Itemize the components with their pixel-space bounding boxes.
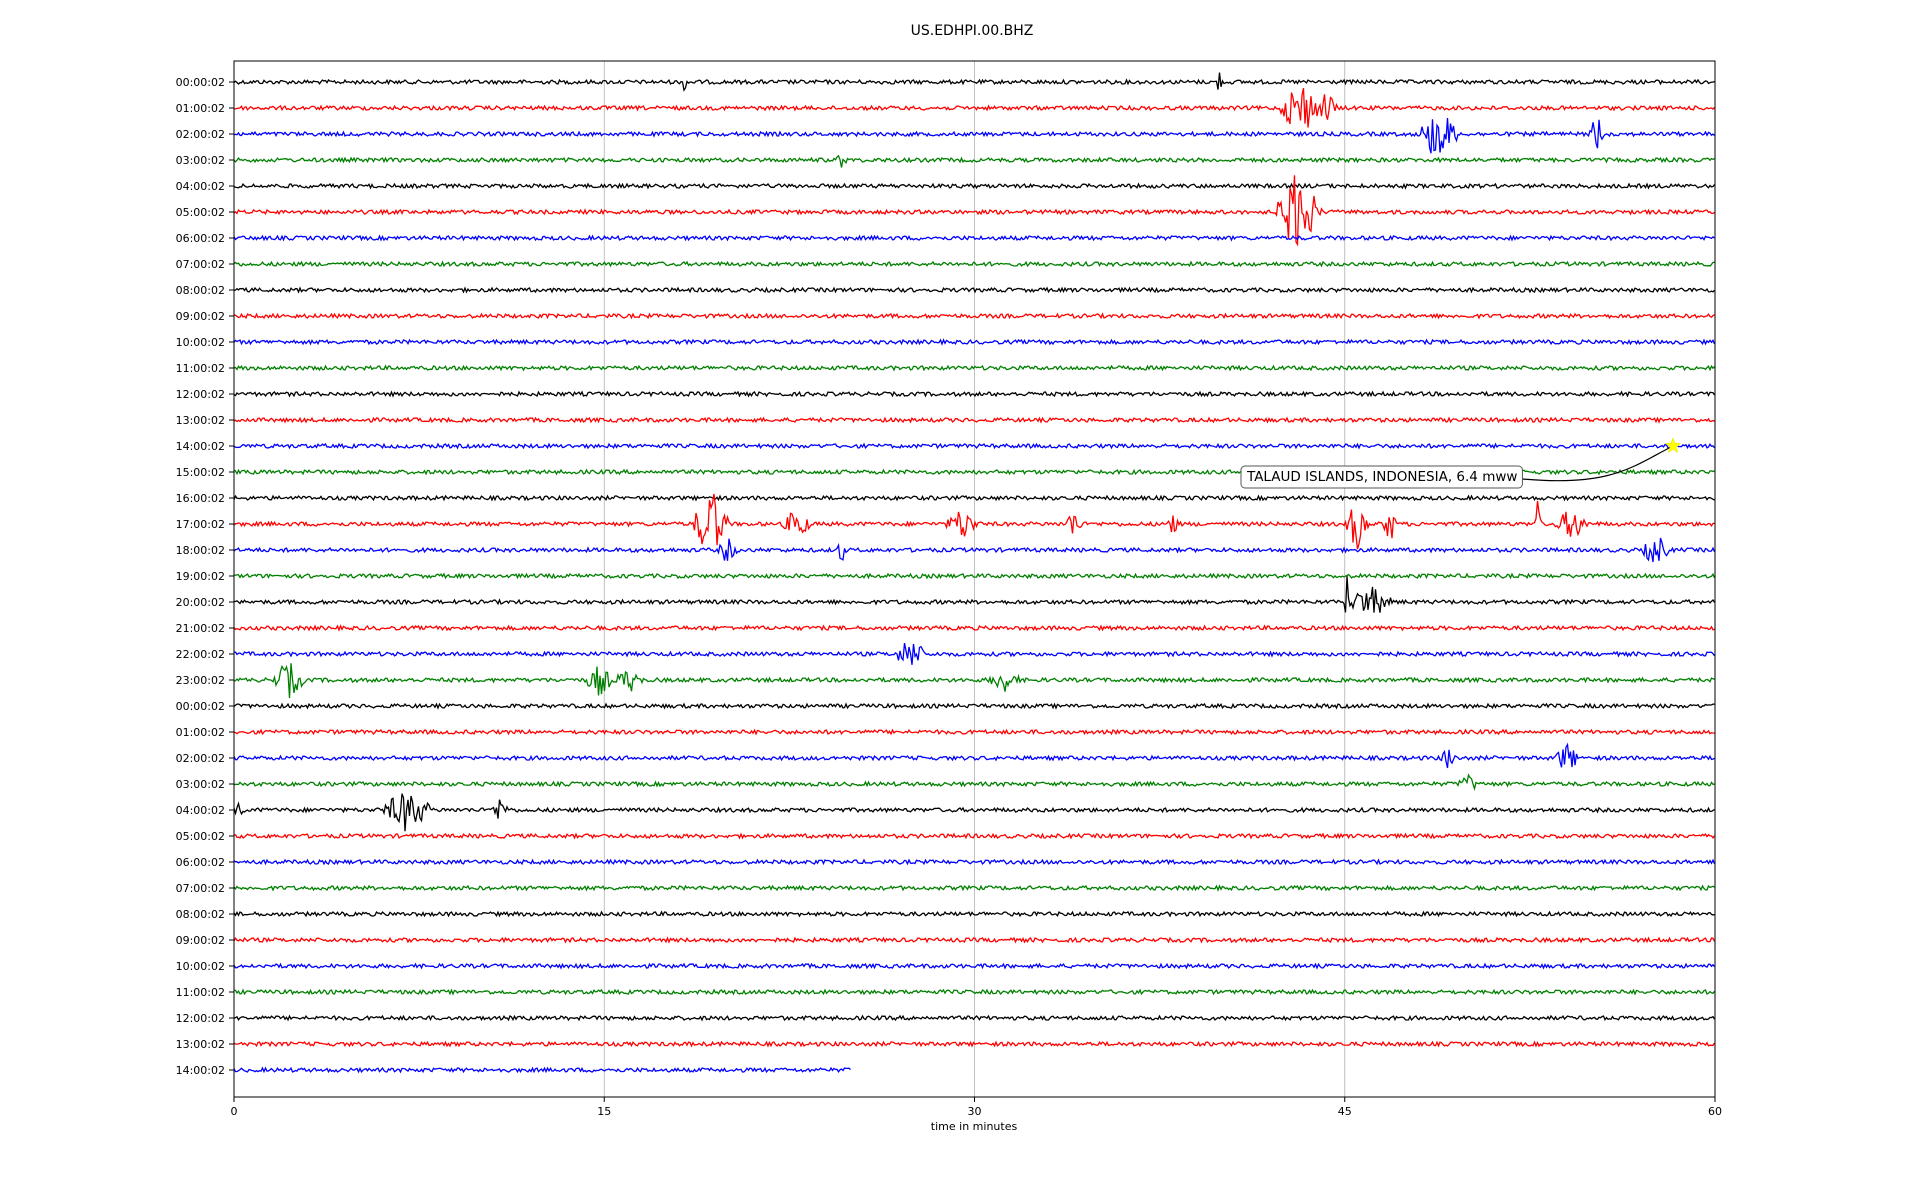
trace-rows	[233, 72, 1716, 1074]
row-time-label: 11:00:02	[176, 362, 225, 375]
row-time-label: 15:00:02	[176, 466, 225, 479]
row-time-label: 09:00:02	[176, 934, 225, 947]
row-time-label: 17:00:02	[176, 518, 225, 531]
row-time-label: 12:00:02	[176, 1012, 225, 1025]
trace-line	[233, 442, 1716, 450]
x-tick-label: 60	[1708, 1105, 1722, 1118]
trace-line	[233, 338, 1716, 346]
trace-line	[233, 364, 1715, 372]
row-time-label: 10:00:02	[176, 960, 225, 973]
row-time-label: 20:00:02	[176, 596, 225, 609]
trace-line	[233, 87, 1715, 128]
row-time-label: 00:00:02	[176, 700, 225, 713]
trace-line	[233, 118, 1715, 154]
trace-line	[233, 642, 1716, 665]
row-time-label: 19:00:02	[176, 570, 225, 583]
row-time-label: 16:00:02	[176, 492, 225, 505]
x-tick-label: 0	[231, 1105, 238, 1118]
trace-line	[233, 910, 1715, 918]
row-time-label: 08:00:02	[176, 284, 225, 297]
event-annotation: TALAUD ISLANDS, INDONESIA, 6.4 mww	[1240, 437, 1682, 489]
trace-line	[233, 728, 1715, 736]
trace-line	[233, 493, 1715, 550]
row-time-label: 05:00:02	[176, 830, 225, 843]
trace-line	[233, 793, 1715, 832]
grid-lines	[603, 61, 1346, 1097]
trace-line	[233, 390, 1716, 398]
row-time-label: 03:00:02	[176, 154, 225, 167]
row-time-label: 06:00:02	[176, 232, 225, 245]
trace-line	[233, 858, 1716, 866]
row-time-label: 01:00:02	[176, 726, 225, 739]
row-time-label: 23:00:02	[176, 674, 225, 687]
x-axis-ticks: 0 15 30 45 60	[231, 1097, 1722, 1118]
trace-line	[233, 234, 1715, 242]
row-time-label: 14:00:02	[176, 1064, 225, 1077]
trace-line	[233, 988, 1716, 996]
trace-line	[233, 182, 1716, 190]
trace-line	[233, 773, 1715, 792]
trace-line	[233, 832, 1716, 840]
chart-title: US.EDHPI.00.BHZ	[911, 23, 1034, 39]
row-time-label: 02:00:02	[176, 752, 225, 765]
row-time-label: 13:00:02	[176, 1038, 225, 1051]
row-time-label: 18:00:02	[176, 544, 225, 557]
row-time-label: 04:00:02	[176, 804, 225, 817]
trace-line	[233, 1014, 1716, 1022]
trace-line	[233, 1066, 851, 1074]
row-time-label: 12:00:02	[176, 388, 225, 401]
trace-line	[233, 572, 1716, 580]
trace-line	[233, 576, 1716, 613]
trace-line	[233, 702, 1715, 710]
row-time-label: 22:00:02	[176, 648, 225, 661]
annotation-leader-line	[1522, 445, 1674, 482]
row-time-label: 08:00:02	[176, 908, 225, 921]
row-time-label: 07:00:02	[176, 258, 225, 271]
trace-line	[233, 936, 1716, 944]
x-tick-label: 45	[1338, 1105, 1352, 1118]
row-time-label: 10:00:02	[176, 336, 225, 349]
trace-line	[233, 260, 1715, 268]
row-time-label: 11:00:02	[176, 986, 225, 999]
trace-line	[233, 312, 1715, 320]
row-time-label: 14:00:02	[176, 440, 225, 453]
trace-line	[233, 1040, 1716, 1048]
trace-line	[233, 494, 1715, 502]
x-axis-label: time in minutes	[931, 1120, 1018, 1133]
row-time-label: 13:00:02	[176, 414, 225, 427]
trace-line	[233, 416, 1715, 424]
row-time-label: 05:00:02	[176, 206, 225, 219]
row-time-label: 02:00:02	[176, 128, 225, 141]
row-time-label: 09:00:02	[176, 310, 225, 323]
row-time-label: 03:00:02	[176, 778, 225, 791]
trace-line	[233, 72, 1715, 92]
x-tick-label: 30	[968, 1105, 982, 1118]
row-labels: 00:00:02 01:00:02 02:00:02 03:00:02 04:00:02…	[176, 76, 234, 1077]
trace-line	[233, 537, 1716, 563]
trace-line	[233, 962, 1716, 970]
annotation-box	[1240, 465, 1523, 489]
row-time-label: 01:00:02	[176, 102, 225, 115]
trace-line	[233, 624, 1715, 632]
event-star-marker	[1664, 437, 1682, 454]
trace-line	[233, 175, 1715, 247]
row-time-label: 00:00:02	[176, 76, 225, 89]
trace-line	[233, 884, 1715, 892]
row-time-label: 06:00:02	[176, 856, 225, 869]
trace-line	[233, 286, 1715, 294]
row-time-label: 21:00:02	[176, 622, 225, 635]
trace-line	[233, 154, 1715, 168]
row-time-label: 04:00:02	[176, 180, 225, 193]
x-tick-label: 15	[597, 1105, 611, 1118]
row-time-label: 07:00:02	[176, 882, 225, 895]
trace-line	[233, 663, 1715, 699]
trace-line	[233, 742, 1715, 769]
annotation-text: TALAUD ISLANDS, INDONESIA, 6.4 mww	[1246, 469, 1517, 485]
